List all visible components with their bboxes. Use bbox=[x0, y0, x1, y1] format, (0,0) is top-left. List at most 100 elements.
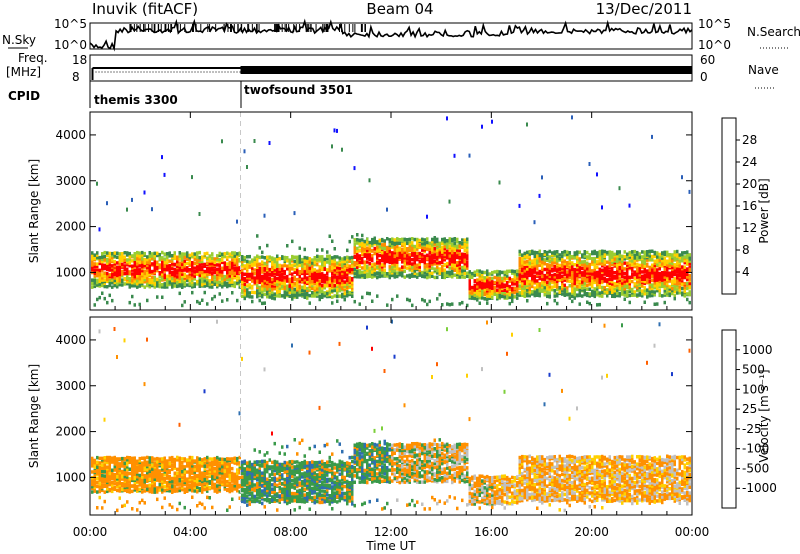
heatmap-cell bbox=[103, 278, 106, 282]
heatmap-cell bbox=[273, 296, 276, 301]
heatmap-cell bbox=[91, 478, 94, 482]
heatmap-cell bbox=[321, 295, 324, 299]
heatmap-cell bbox=[481, 270, 484, 274]
heatmap-cell bbox=[148, 471, 151, 476]
heatmap-cell bbox=[428, 244, 431, 249]
heatmap-cell bbox=[218, 467, 221, 471]
heatmap-cell bbox=[556, 277, 559, 281]
heatmap-cell bbox=[153, 256, 156, 260]
heatmap-cell bbox=[551, 273, 554, 278]
heatmap-cell bbox=[198, 212, 201, 216]
heatmap-cell bbox=[211, 482, 214, 487]
heatmap-cell bbox=[223, 254, 226, 258]
heatmap-cell bbox=[106, 487, 109, 491]
heatmap-cell bbox=[126, 281, 129, 286]
heatmap-cell bbox=[218, 273, 221, 277]
heatmap-cell bbox=[141, 498, 144, 503]
heatmap-cell bbox=[451, 302, 454, 306]
heatmap-cell bbox=[196, 504, 199, 508]
heatmap-cell bbox=[513, 276, 516, 280]
heatmap-cell bbox=[238, 258, 241, 262]
heatmap-cell bbox=[491, 286, 494, 290]
heatmap-cell bbox=[543, 267, 546, 272]
heatmap-cell bbox=[188, 485, 191, 489]
heatmap-cell bbox=[163, 488, 166, 493]
heatmap-cell bbox=[428, 265, 431, 270]
heatmap-cell bbox=[231, 258, 234, 262]
heatmap-cell bbox=[253, 261, 256, 266]
heatmap-cell bbox=[376, 256, 379, 260]
heatmap-cell bbox=[153, 251, 156, 256]
heatmap-cell bbox=[578, 283, 581, 288]
heatmap-cell bbox=[316, 258, 319, 262]
heatmap-cell bbox=[453, 258, 456, 262]
heatmap-cell bbox=[591, 269, 594, 273]
heatmap-cell bbox=[386, 237, 389, 241]
heatmap-cell bbox=[113, 283, 116, 288]
heatmap-cell bbox=[108, 465, 111, 470]
heatmap-cell bbox=[106, 300, 109, 305]
heatmap-cell bbox=[186, 278, 189, 283]
heatmap-cell bbox=[168, 461, 171, 466]
heatmap-cell bbox=[213, 477, 216, 481]
heatmap-cell bbox=[213, 294, 216, 299]
heatmap-cell bbox=[441, 247, 444, 252]
heatmap-cell bbox=[418, 238, 421, 243]
heatmap-cell bbox=[178, 422, 181, 427]
heatmap-cell bbox=[431, 243, 434, 247]
heatmap-cell bbox=[133, 303, 136, 307]
heatmap-cell bbox=[673, 263, 676, 267]
heatmap-cell bbox=[203, 487, 206, 492]
heatmap-cell bbox=[453, 251, 456, 256]
heatmap-cell bbox=[356, 252, 359, 256]
heatmap-cell bbox=[178, 256, 181, 260]
heatmap-cell bbox=[111, 259, 114, 264]
heatmap-cell bbox=[363, 260, 366, 264]
heatmap-cell bbox=[276, 289, 279, 293]
heatmap-cell bbox=[491, 279, 494, 283]
heatmap-cell bbox=[216, 267, 219, 272]
heatmap-cell bbox=[423, 271, 426, 275]
heatmap-cell bbox=[353, 274, 356, 279]
heatmap-cell bbox=[228, 465, 231, 469]
heatmap-cell bbox=[561, 270, 564, 274]
heatmap-cell bbox=[331, 301, 334, 305]
heatmap-cell bbox=[293, 277, 296, 282]
heatmap-cell bbox=[666, 271, 669, 276]
heatmap-cell bbox=[663, 281, 666, 286]
heatmap-cell bbox=[443, 273, 446, 277]
heatmap-cell bbox=[356, 233, 359, 237]
heatmap-cell bbox=[671, 272, 674, 276]
heatmap-cell bbox=[446, 302, 449, 306]
heatmap-cell bbox=[148, 282, 151, 287]
heatmap-cell bbox=[141, 468, 144, 473]
heatmap-cell bbox=[298, 246, 301, 250]
heatmap-cell bbox=[441, 241, 444, 246]
heatmap-cell bbox=[418, 262, 421, 267]
heatmap-cell bbox=[193, 480, 196, 485]
heatmap-cell bbox=[673, 294, 676, 298]
heatmap-cell bbox=[336, 266, 339, 270]
heatmap-cell bbox=[666, 293, 669, 297]
heatmap-cell bbox=[388, 256, 391, 260]
heatmap-cell bbox=[343, 288, 346, 292]
heatmap-cell bbox=[671, 265, 674, 269]
heatmap-cell bbox=[406, 297, 409, 302]
heatmap-cell bbox=[188, 483, 191, 487]
heatmap-cell bbox=[153, 490, 156, 494]
heatmap-cell bbox=[273, 259, 276, 264]
heatmap-cell bbox=[278, 282, 281, 286]
heatmap-cell bbox=[368, 248, 371, 252]
heatmap-cell bbox=[668, 260, 671, 265]
heatmap-cell bbox=[481, 273, 484, 277]
heatmap-cell bbox=[626, 281, 629, 285]
heatmap-cell bbox=[166, 276, 169, 281]
heatmap-cell bbox=[373, 266, 376, 271]
heatmap-cell bbox=[191, 479, 194, 484]
heatmap-cell bbox=[198, 273, 201, 277]
heatmap-cell bbox=[486, 297, 489, 302]
heatmap-cell bbox=[658, 267, 661, 271]
heatmap-cell bbox=[168, 469, 171, 473]
heatmap-cell bbox=[223, 267, 226, 272]
heatmap-cell bbox=[656, 281, 659, 285]
